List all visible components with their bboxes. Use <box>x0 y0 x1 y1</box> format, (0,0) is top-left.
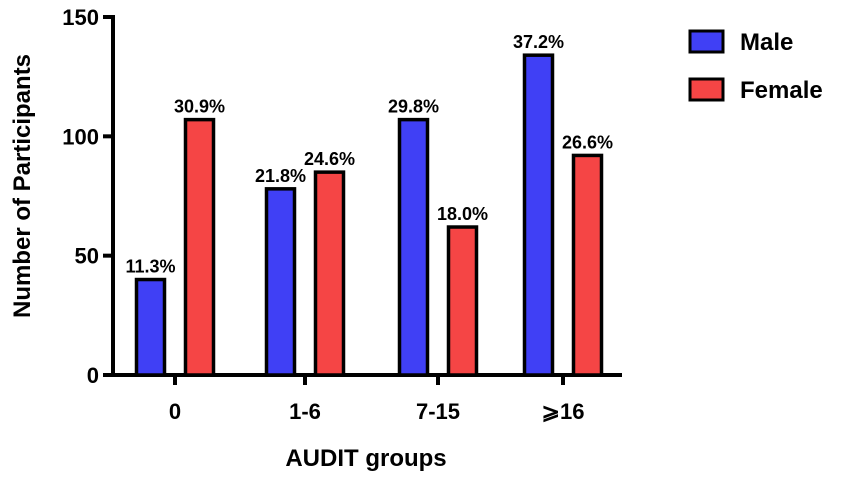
bar-male-2 <box>397 117 430 377</box>
y-axis: 0 50 100 150 <box>62 5 115 388</box>
data-label: 30.9% <box>174 97 225 117</box>
bar-female-3 <box>571 153 604 377</box>
bar-female-2 <box>446 225 479 377</box>
bar-female-1 <box>313 170 346 377</box>
data-label: 11.3% <box>125 257 175 277</box>
x-tick-label: ⩾16 <box>542 399 585 424</box>
legend-label: Female <box>740 77 823 104</box>
legend-swatch-female <box>688 77 725 102</box>
x-tick-label: 7-15 <box>416 399 460 424</box>
data-label: 29.8% <box>388 97 439 117</box>
bar-male-0 <box>134 277 167 377</box>
x-axis-title: AUDIT groups <box>285 445 446 472</box>
y-tick-label: 150 <box>62 5 99 30</box>
data-label: 18.0% <box>437 204 488 224</box>
bar-female-0 <box>183 117 216 377</box>
bar-male-1 <box>264 187 297 377</box>
legend-swatch-male <box>688 29 725 54</box>
y-tick-label: 50 <box>75 244 99 269</box>
y-axis-title: Number of Participants <box>9 54 36 318</box>
bar-male-3 <box>522 53 555 377</box>
data-label: 26.6% <box>562 132 613 152</box>
y-tick-label: 0 <box>87 363 99 388</box>
data-label: 37.2% <box>513 32 564 52</box>
x-axis: 0 1-6 7-15 ⩾16 <box>111 373 622 424</box>
data-labels: 11.3% 21.8% 29.8% 37.2% 30.9% 24.6% 18.0% 26.6% <box>125 32 613 276</box>
bars <box>134 53 604 377</box>
data-label: 21.8% <box>255 166 306 186</box>
x-tick-label: 0 <box>169 399 181 424</box>
legend-label: Male <box>740 29 793 56</box>
data-label: 24.6% <box>304 149 355 169</box>
x-tick-label: 1-6 <box>289 399 321 424</box>
legend: Male Female <box>688 29 823 104</box>
y-tick-label: 100 <box>62 124 99 149</box>
